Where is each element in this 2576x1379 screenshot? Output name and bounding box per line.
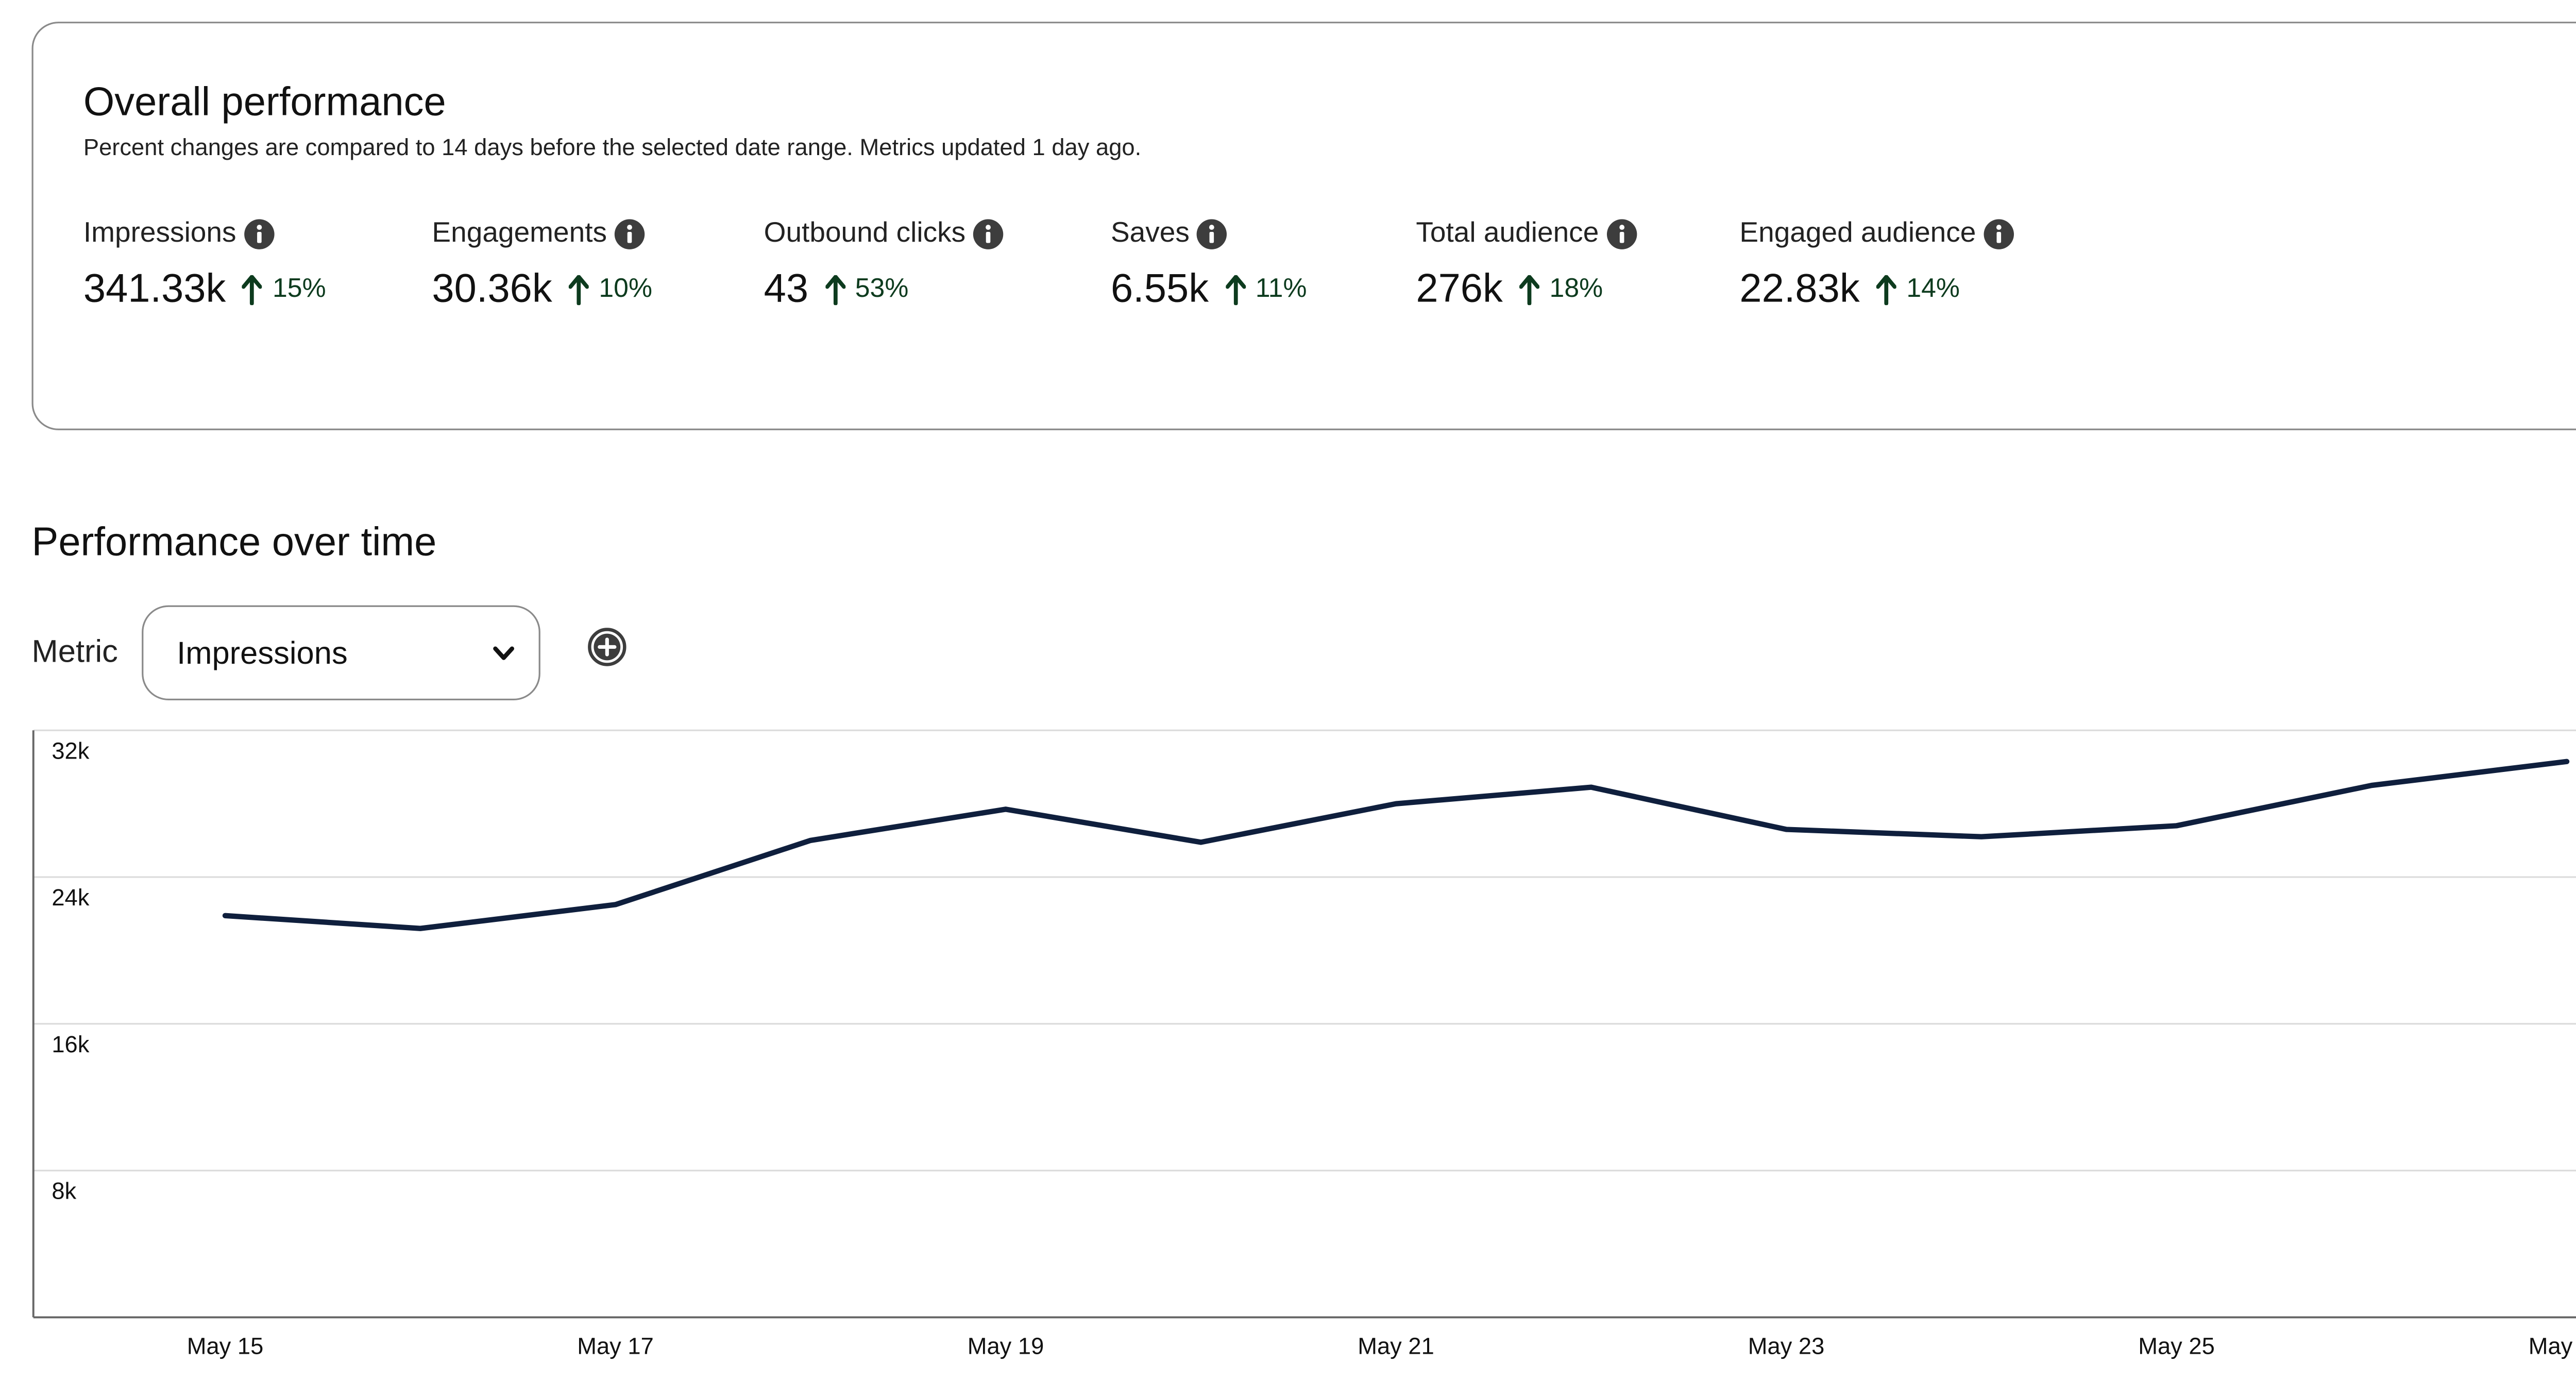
add-circle-icon[interactable]	[587, 627, 627, 667]
arrow-up-icon	[1519, 275, 1540, 306]
metric-label: Saves	[1110, 216, 1190, 249]
metric-value: 22.83k	[1739, 266, 1860, 312]
chevron-down-icon	[493, 646, 515, 660]
metric-change: 18%	[1549, 275, 1603, 304]
metric-label: Outbound clicks	[764, 216, 966, 249]
metric-value: 341.33k	[83, 266, 226, 312]
metric-change: 14%	[1906, 275, 1960, 304]
metric-label: Engagements	[432, 216, 607, 249]
info-icon[interactable]	[1605, 217, 1637, 249]
metric-change: 11%	[1255, 275, 1307, 304]
arrow-up-icon	[1876, 275, 1896, 306]
data-point	[810, 840, 811, 841]
metric-value: 43	[764, 266, 809, 312]
metric-total-audience: Total audience 276k 18%	[1416, 217, 1637, 314]
metric-label: Total audience	[1416, 216, 1599, 249]
info-icon[interactable]	[972, 217, 1004, 249]
metric-select-label: Metric	[31, 635, 118, 670]
data-point	[225, 915, 226, 916]
metric-saves: Saves 6.55k 11%	[1111, 217, 1307, 314]
x-tick-label: May 21	[1358, 1333, 1434, 1359]
performance-over-time-title: Performance over time	[31, 520, 437, 565]
x-tick-label: May 23	[1748, 1333, 1825, 1359]
impressions-line-chart: 8k 16k 24k 32k May 15 May 17 May 19 May 21 May 2…	[32, 729, 2576, 1359]
metric-value: 30.36k	[432, 266, 552, 312]
metric-change: 10%	[599, 275, 653, 304]
info-icon[interactable]	[614, 217, 646, 249]
x-tick-label: May 19	[968, 1333, 1044, 1359]
series-line	[222, 759, 2570, 931]
arrow-up-icon	[242, 275, 263, 306]
arrow-up-icon	[825, 275, 845, 306]
x-tick-label: May 25	[2138, 1333, 2215, 1359]
info-icon[interactable]	[1196, 217, 1228, 249]
x-tick-label: May 15	[187, 1333, 264, 1359]
metric-label: Engaged audience	[1739, 216, 1976, 249]
metric-impressions: Impressions 341.33k 15%	[83, 217, 326, 314]
y-tick-label: 16k	[52, 1031, 89, 1057]
y-tick-label: 24k	[52, 884, 89, 911]
x-tick-label: May 27	[2529, 1333, 2576, 1359]
metric-value: 276k	[1416, 266, 1503, 312]
y-tick-label: 32k	[52, 737, 89, 764]
overall-performance-title: Overall performance	[83, 80, 446, 125]
overall-performance-card: Overall performance Percent changes are …	[31, 22, 2576, 430]
metric-engaged-audience: Engaged audience 22.83k 14%	[1739, 217, 2014, 314]
metric-change: 15%	[272, 275, 326, 304]
data-point	[1200, 842, 1201, 843]
x-tick-label: May 17	[577, 1333, 654, 1359]
arrow-up-icon	[569, 275, 589, 306]
info-icon[interactable]	[243, 217, 275, 249]
metric-select-value: Impressions	[177, 637, 348, 672]
data-point	[1786, 829, 1787, 830]
metric-value: 6.55k	[1110, 266, 1209, 312]
overall-performance-subtitle: Percent changes are compared to 14 days …	[83, 133, 1142, 160]
metric-select[interactable]: Impressions	[142, 605, 540, 701]
arrow-up-icon	[1225, 275, 1246, 306]
data-point	[615, 904, 616, 905]
data-point	[2371, 785, 2372, 786]
metric-engagements: Engagements 30.36k 10%	[432, 217, 652, 314]
y-tick-label: 8k	[52, 1178, 76, 1204]
metric-outbound-clicks: Outbound clicks 43 53%	[764, 217, 1004, 314]
info-icon[interactable]	[1982, 217, 2014, 249]
metric-change: 53%	[855, 275, 909, 304]
metric-label: Impressions	[83, 216, 236, 249]
